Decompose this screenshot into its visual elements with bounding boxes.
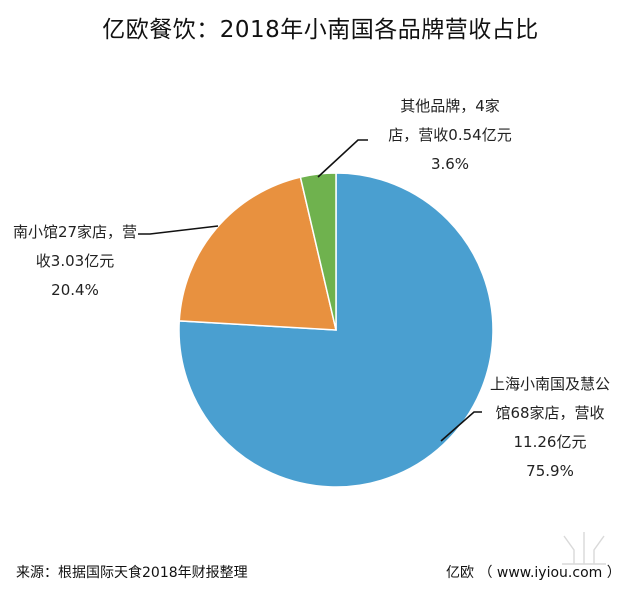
leader-line-shanghai — [440, 411, 482, 442]
slice-label-nanxiaoguan: 南小馆27家店，营 收3.03亿元 20.4% — [0, 218, 150, 305]
leader-line-nanxiaoguan — [138, 225, 219, 235]
slice-label-line: 11.26亿元 — [513, 433, 587, 451]
slice-label-line: 上海小南国及慧公 — [489, 375, 610, 393]
watermark-logo-icon — [562, 532, 606, 565]
pie-slice-nanxiaoguan — [178, 176, 337, 331]
slice-label-line: 馆68家店，营收 — [495, 404, 605, 422]
brand-note: 亿欧 （ www.iyiou.com ） — [446, 565, 621, 581]
slice-percent-label: 20.4% — [51, 281, 99, 299]
source-note: 来源：根据国际天食2018年财报整理 — [16, 565, 248, 581]
pie-slice-shanghai — [178, 172, 494, 488]
chart-title: 亿欧餐饮：2018年小南国各品牌营收占比 — [102, 17, 539, 43]
slice-label-line: 南小馆27家店，营 — [12, 223, 138, 241]
leader-lines — [138, 139, 482, 442]
slice-percent-label: 3.6% — [430, 155, 470, 173]
pie-slices — [178, 172, 494, 488]
slice-label-shanghai: 上海小南国及慧公 馆68家店，营收 11.26亿元 75.9% — [460, 370, 640, 486]
slice-label-line: 店，营收0.54亿元 — [388, 126, 512, 144]
slice-percent-label: 75.9% — [526, 462, 574, 480]
slice-label-line: 收3.03亿元 — [35, 252, 115, 270]
pie-slice-others — [299, 172, 337, 331]
slice-label-line: 其他品牌，4家 — [400, 97, 500, 115]
slice-label-others: 其他品牌，4家 店，营收0.54亿元 3.6% — [370, 92, 530, 179]
leader-line-others — [317, 139, 368, 178]
